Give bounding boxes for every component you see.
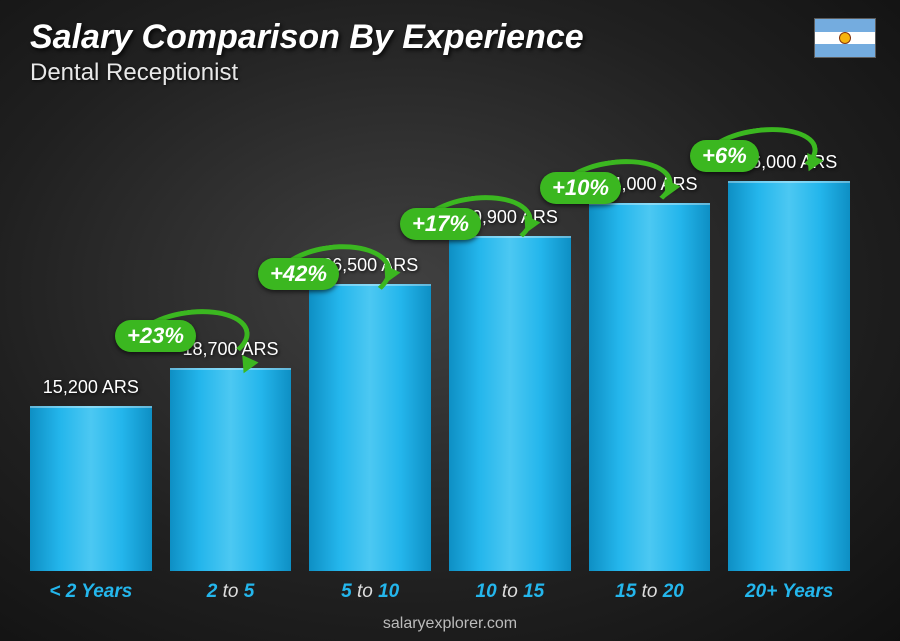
category-label: 20+ Years xyxy=(728,581,850,603)
bar-value-label: 34,000 ARS xyxy=(601,174,697,195)
category-label: 15 to 20 xyxy=(589,581,711,603)
bar xyxy=(309,284,431,571)
bar xyxy=(589,203,711,571)
flag-sun-icon xyxy=(840,33,850,43)
category-label: 10 to 15 xyxy=(449,581,571,603)
flag-stripe-middle xyxy=(815,32,875,45)
bar-group: 30,900 ARS xyxy=(449,207,571,571)
category-label: < 2 Years xyxy=(30,581,152,603)
flag-stripe-bottom xyxy=(815,44,875,57)
category-label: 5 to 10 xyxy=(309,581,431,603)
bar xyxy=(728,181,850,571)
footer-credit: salaryexplorer.com xyxy=(0,615,900,633)
country-flag-argentina xyxy=(814,18,876,58)
bar-value-label: 18,700 ARS xyxy=(182,339,278,360)
bar xyxy=(30,406,152,571)
chart-title: Salary Comparison By Experience xyxy=(30,18,870,57)
bar-chart: 15,200 ARS 18,700 ARS 26,500 ARS 30,900 ARS… xyxy=(30,101,850,571)
bar xyxy=(449,236,571,571)
bar-value-label: 36,000 ARS xyxy=(741,152,837,173)
chart-subtitle: Dental Receptionist xyxy=(30,59,870,87)
bar-group: 36,000 ARS xyxy=(728,152,850,571)
flag-stripe-top xyxy=(815,19,875,32)
bar-group: 18,700 ARS xyxy=(170,339,292,571)
bar-value-label: 15,200 ARS xyxy=(43,377,139,398)
bar-group: 34,000 ARS xyxy=(589,174,711,571)
header: Salary Comparison By Experience Dental R… xyxy=(30,18,870,87)
bar-group: 26,500 ARS xyxy=(309,255,431,571)
bar-value-label: 26,500 ARS xyxy=(322,255,418,276)
category-axis: < 2 Years 2 to 5 5 to 10 10 to 15 15 to 20 20… xyxy=(30,581,850,603)
bar xyxy=(170,368,292,571)
bar-value-label: 30,900 ARS xyxy=(462,207,558,228)
bar-group: 15,200 ARS xyxy=(30,377,152,571)
category-label: 2 to 5 xyxy=(170,581,292,603)
